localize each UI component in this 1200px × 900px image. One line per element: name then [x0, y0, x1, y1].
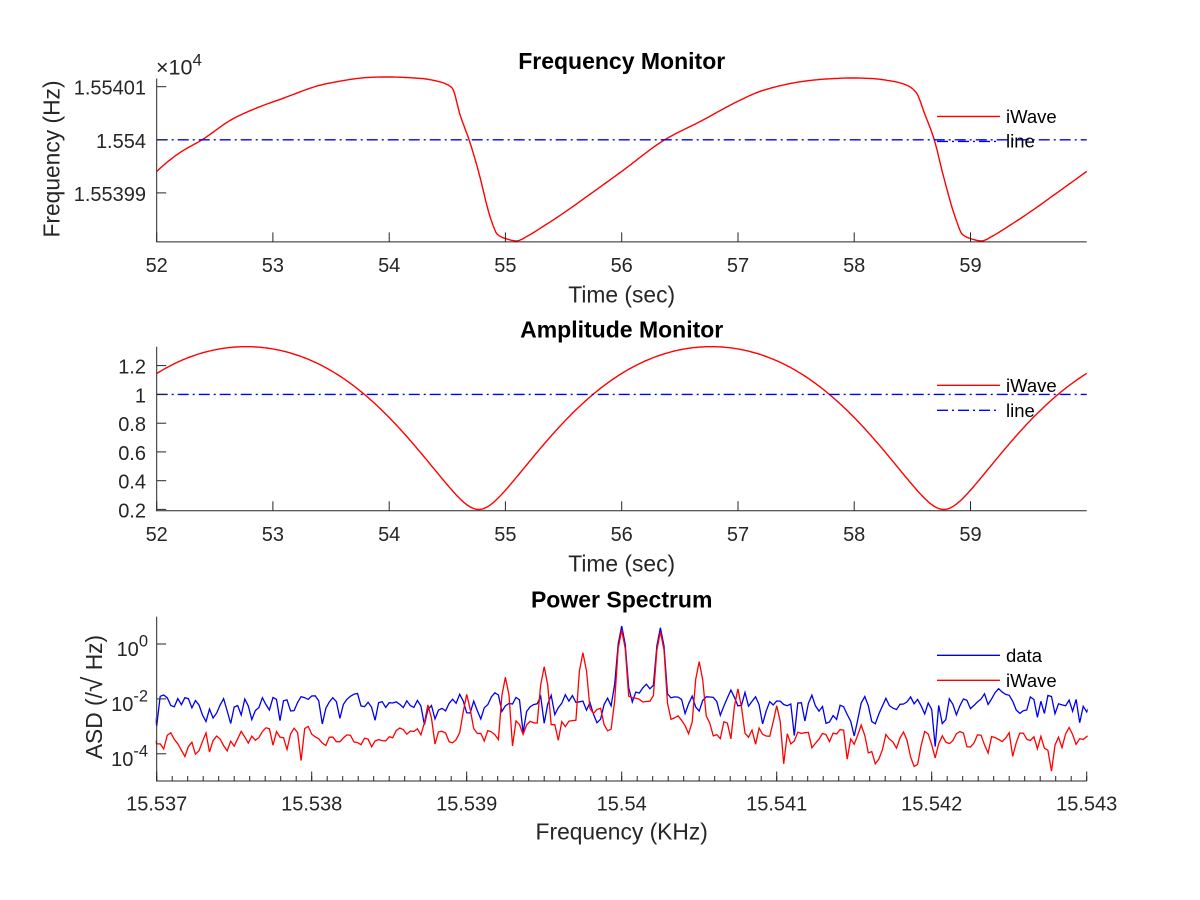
svg-text:15.543: 15.543 [1056, 794, 1117, 816]
svg-text:Frequency (KHz): Frequency (KHz) [536, 819, 708, 845]
svg-text:15.537: 15.537 [126, 794, 187, 816]
svg-text:iWave: iWave [1006, 670, 1057, 691]
svg-text:54: 54 [378, 524, 400, 546]
svg-text:59: 59 [959, 524, 981, 546]
svg-text:1.55401: 1.55401 [74, 78, 146, 100]
svg-text:15.538: 15.538 [281, 794, 342, 816]
svg-text:0.6: 0.6 [118, 443, 146, 465]
svg-text:52: 52 [146, 255, 168, 277]
svg-text:56: 56 [611, 524, 633, 546]
svg-text:15.539: 15.539 [436, 794, 497, 816]
svg-text:54: 54 [378, 255, 400, 277]
svg-text:iWave: iWave [1006, 375, 1057, 396]
svg-text:ASD (/√ Hz): ASD (/√ Hz) [77, 635, 108, 759]
svg-text:57: 57 [727, 524, 749, 546]
svg-text:Frequency (Hz): Frequency (Hz) [39, 80, 65, 237]
svg-text:53: 53 [262, 524, 284, 546]
svg-text:56: 56 [611, 255, 633, 277]
svg-text:1: 1 [135, 385, 146, 407]
svg-text:58: 58 [843, 524, 865, 546]
svg-text:53: 53 [262, 255, 284, 277]
svg-text:1.2: 1.2 [118, 357, 146, 379]
svg-text:52: 52 [146, 524, 168, 546]
svg-text:Time (sec): Time (sec) [568, 550, 675, 576]
svg-text:0.4: 0.4 [118, 472, 146, 494]
svg-text:line: line [1006, 131, 1035, 152]
svg-text:data: data [1006, 645, 1043, 666]
svg-text:55: 55 [494, 255, 516, 277]
svg-text:59: 59 [959, 255, 981, 277]
svg-text:Amplitude Monitor: Amplitude Monitor [520, 316, 723, 342]
svg-text:58: 58 [843, 255, 865, 277]
svg-text:1.55399: 1.55399 [74, 184, 146, 206]
svg-text:55: 55 [494, 524, 516, 546]
svg-text:0.8: 0.8 [118, 414, 146, 436]
svg-text:iWave: iWave [1006, 106, 1057, 127]
svg-text:15.54: 15.54 [597, 794, 647, 816]
svg-text:15.541: 15.541 [746, 794, 807, 816]
svg-text:0.2: 0.2 [118, 500, 146, 522]
svg-text:57: 57 [727, 255, 749, 277]
svg-text:1.554: 1.554 [96, 131, 146, 153]
svg-text:15.542: 15.542 [901, 794, 962, 816]
svg-text:line: line [1006, 400, 1035, 421]
svg-text:Power Spectrum: Power Spectrum [531, 586, 713, 612]
svg-text:Time (sec): Time (sec) [568, 282, 675, 308]
svg-text:Frequency Monitor: Frequency Monitor [518, 48, 725, 74]
